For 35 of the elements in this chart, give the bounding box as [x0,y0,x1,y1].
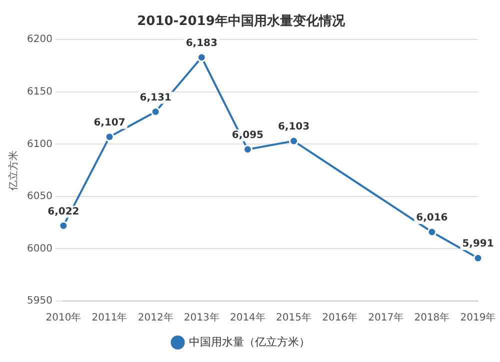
x-tick-label: 2015年 [276,312,312,324]
y-tick-label: 6100 [26,138,52,150]
legend-label: 中国用水量（亿立方米） [188,335,310,348]
y-tick-label: 6000 [26,243,52,254]
x-tick-label: 2012年 [138,312,174,324]
data-label: 6,103 [278,122,310,133]
point [289,136,299,146]
data-label: 6,183 [186,38,218,49]
x-tick-label: 2016年 [322,312,358,324]
x-tick-label: 2014年 [230,312,266,324]
y-tick-label: 6200 [26,34,52,46]
y-axis-title: 亿立方米 [8,150,20,192]
data-label: 6,107 [94,117,126,128]
data-label: 6,022 [48,206,80,218]
data-label: 6,095 [232,130,264,141]
y-tick-label: 5950 [26,296,52,307]
point [242,144,252,154]
x-tick-label: 2010年 [46,312,82,324]
y-tick-label: 6150 [26,86,52,98]
x-tick-label: 2011年 [92,312,128,324]
point [58,220,68,230]
point [104,132,114,142]
x-tick-label: 2017年 [368,312,404,324]
data-label: 5,991 [462,238,494,250]
x-tick-label: 2018年 [414,312,450,324]
point [150,106,160,116]
y-tick-label: 6050 [26,191,52,202]
data-label: 6,131 [140,92,172,104]
x-tick-label: 2013年 [184,312,220,324]
point [196,52,206,62]
chart-title: 2010-2019年中国用水量变化情况 [137,13,346,30]
point [427,227,437,237]
point [473,253,483,263]
x-tick-label: 2019年 [460,312,496,324]
data-label: 6,016 [416,212,448,224]
